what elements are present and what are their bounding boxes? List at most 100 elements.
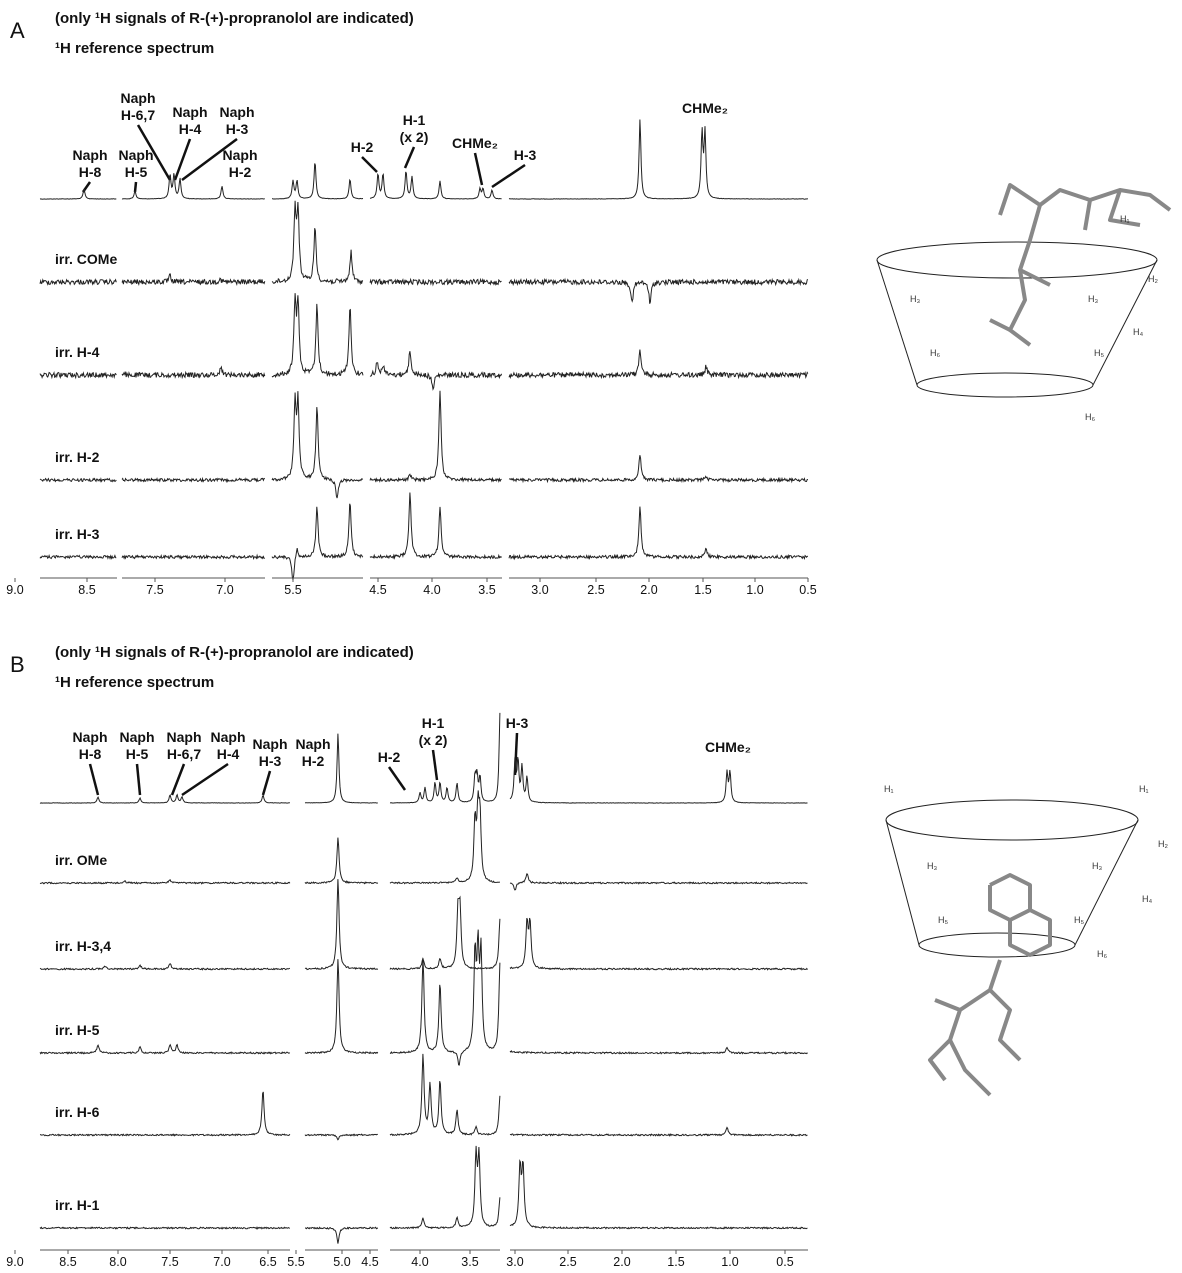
leader-line — [433, 750, 437, 780]
panel-letter: B — [10, 652, 25, 677]
peak-label: H-5 — [126, 746, 149, 762]
leader-line — [263, 771, 270, 795]
peak-label: H-2 — [378, 749, 401, 765]
spectrum-trace — [272, 201, 363, 284]
spectrum-trace — [272, 164, 363, 200]
peak-label: Naph — [73, 729, 108, 745]
proton-label: H₃ — [910, 294, 920, 304]
spectrum-trace — [390, 897, 500, 969]
x-tick-label: 7.5 — [146, 583, 163, 597]
peak-label: Naph — [121, 90, 156, 106]
x-tick-label: 7.5 — [161, 1255, 178, 1269]
spectrum-trace — [390, 713, 500, 803]
x-tick-label: 1.0 — [721, 1255, 738, 1269]
peak-label: Naph — [296, 736, 331, 752]
peak-label: H-4 — [179, 121, 202, 137]
peak-label: (x 2) — [419, 732, 448, 748]
proton-label: H₆ — [1097, 949, 1107, 959]
spectrum-trace — [510, 1128, 808, 1136]
spectrum-trace — [272, 391, 363, 498]
x-tick-label: 8.5 — [59, 1255, 76, 1269]
spectrum-trace — [390, 1146, 500, 1229]
x-tick-label: 2.0 — [613, 1255, 630, 1269]
spectrum-trace — [370, 493, 502, 559]
spectrum-trace — [40, 795, 290, 804]
peak-label: Naph — [73, 147, 108, 163]
trace-label: irr. H-5 — [55, 1022, 100, 1038]
peak-label: CHMe₂ — [682, 100, 728, 116]
spectrum-trace — [40, 373, 116, 378]
panel-note: (only ¹H signals of R-(+)-propranolol ar… — [55, 10, 414, 27]
peak-label: H-6,7 — [121, 107, 155, 123]
proton-label: H₆ — [930, 348, 940, 358]
spectrum-trace — [370, 279, 502, 284]
cone-rim — [917, 373, 1093, 397]
x-tick-label: 1.5 — [667, 1255, 684, 1269]
cone-rim — [886, 800, 1138, 840]
trace-label: irr. H-4 — [55, 344, 100, 360]
x-tick-label: 6.5 — [259, 1255, 276, 1269]
proton-label: H₃ — [927, 861, 937, 871]
spectrum-trace — [305, 879, 378, 969]
peak-label: H-5 — [125, 164, 148, 180]
spectrum-trace — [509, 280, 808, 304]
peak-label: Naph — [211, 729, 246, 745]
peak-label: H-2 — [351, 139, 374, 155]
molecule-bond — [1085, 200, 1090, 230]
spectrum-trace — [390, 930, 500, 1065]
spectrum-trace — [122, 367, 265, 377]
spectrum-trace — [40, 280, 116, 285]
x-tick-label: 5.5 — [284, 583, 301, 597]
x-tick-label: 8.0 — [109, 1255, 126, 1269]
spectrum-trace — [510, 874, 808, 890]
x-tick-label: 9.0 — [6, 583, 23, 597]
spectrum-trace — [510, 918, 808, 970]
peak-label: H-3 — [226, 121, 249, 137]
trace-label: irr. OMe — [55, 852, 107, 868]
proton-label: H₄ — [1133, 327, 1143, 337]
leader-line — [135, 182, 136, 192]
peak-label: Naph — [253, 736, 288, 752]
x-tick-label: 2.5 — [559, 1255, 576, 1269]
panel-letter: A — [10, 18, 25, 43]
x-tick-label: 1.5 — [694, 583, 711, 597]
spectrum-trace — [510, 757, 808, 803]
x-tick-label: 7.0 — [216, 583, 233, 597]
proton-label: H₁ — [1139, 784, 1149, 794]
leader-line — [175, 139, 190, 180]
proton-label: H₃ — [1092, 861, 1102, 871]
spectrum-trace — [510, 1161, 808, 1229]
spectrum-trace — [40, 964, 290, 970]
proton-label: H₅ — [1074, 915, 1084, 925]
spectrum-trace — [40, 556, 116, 559]
leader-line — [362, 157, 377, 172]
molecule-bond — [990, 990, 1020, 1060]
spectrum-trace — [40, 880, 290, 884]
peak-label: Naph — [223, 147, 258, 163]
cone-side — [877, 260, 917, 385]
peak-label: H-4 — [217, 746, 240, 762]
reference-label: ¹H reference spectrum — [55, 674, 214, 691]
peak-label: H-2 — [229, 164, 252, 180]
peak-label: H-1 — [422, 715, 445, 731]
trace-label: irr. H-3 — [55, 526, 100, 542]
spectrum-trace — [390, 1054, 500, 1136]
peak-label: H-3 — [259, 753, 282, 769]
x-tick-label: 3.0 — [531, 583, 548, 597]
proton-label: H₁ — [1120, 214, 1130, 224]
x-tick-label: 0.5 — [799, 583, 816, 597]
peak-label: H-8 — [79, 746, 102, 762]
x-tick-label: 0.5 — [776, 1255, 793, 1269]
leader-line — [405, 147, 414, 168]
molecule-bond — [950, 1040, 990, 1095]
cone-side — [886, 820, 919, 945]
spectrum-trace — [305, 1134, 378, 1140]
spectrum-trace — [40, 189, 116, 199]
spectrum-trace — [122, 274, 265, 284]
molecule-bond — [930, 960, 1000, 1080]
x-tick-label: 5.5 — [287, 1255, 304, 1269]
trace-label: irr. COMe — [55, 251, 117, 267]
spectrum-trace — [305, 1227, 378, 1243]
reference-label: ¹H reference spectrum — [55, 40, 214, 57]
molecule-bond — [990, 875, 1030, 920]
